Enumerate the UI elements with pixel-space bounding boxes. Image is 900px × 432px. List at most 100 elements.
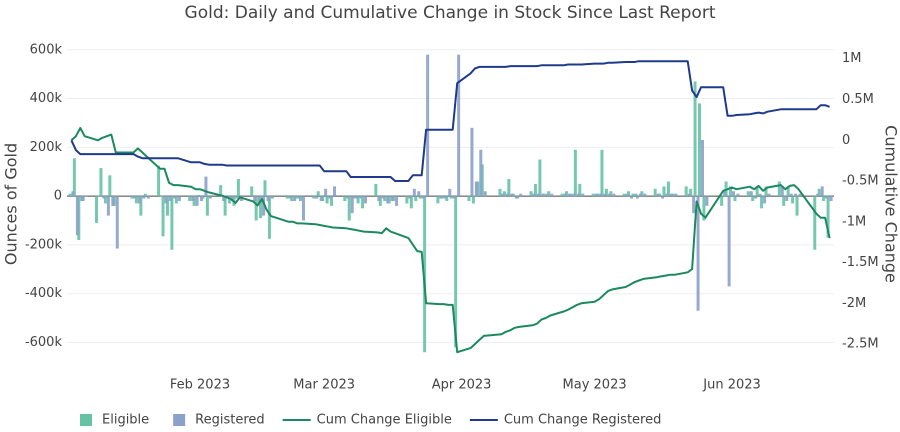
- bar: [222, 196, 226, 201]
- bar: [653, 188, 657, 197]
- bar: [355, 196, 359, 199]
- bar: [723, 191, 727, 197]
- bar: [727, 196, 731, 287]
- bar: [782, 196, 786, 206]
- y2-tick-label: -1M: [842, 214, 866, 229]
- bar: [72, 158, 76, 197]
- bar: [754, 196, 758, 199]
- bar: [612, 193, 616, 197]
- chart-title: Gold: Daily and Cumulative Change in Sto…: [185, 3, 716, 23]
- legend-swatch: [80, 414, 92, 426]
- bar: [301, 196, 305, 221]
- bar: [746, 191, 750, 197]
- bar: [228, 196, 232, 204]
- legend-label: Cum Change Registered: [504, 413, 662, 428]
- bar: [822, 196, 826, 201]
- bar: [95, 196, 99, 223]
- bar: [80, 196, 84, 201]
- bar: [390, 196, 394, 201]
- bar: [191, 196, 195, 201]
- bar: [732, 191, 736, 197]
- bar: [813, 196, 817, 250]
- bar: [662, 186, 666, 197]
- bar: [350, 196, 354, 214]
- bar: [763, 196, 767, 204]
- y-tick-label: -600k: [25, 335, 63, 350]
- y2-tick-label: -1.5M: [842, 255, 879, 270]
- bar: [700, 140, 704, 197]
- bar: [758, 193, 762, 197]
- bar: [452, 196, 456, 199]
- bar: [235, 196, 239, 199]
- bar: [736, 193, 740, 197]
- bar: [581, 193, 585, 197]
- bar: [263, 180, 267, 197]
- bar: [426, 54, 430, 197]
- y-tick-label: 400k: [30, 91, 63, 106]
- bar: [137, 196, 141, 204]
- y2-tick-label: 1M: [842, 51, 862, 66]
- bar: [161, 196, 165, 237]
- bar: [381, 196, 385, 199]
- bar: [666, 181, 670, 197]
- bar: [643, 193, 647, 197]
- bar: [254, 196, 258, 221]
- bar: [591, 193, 595, 197]
- bar: [346, 196, 350, 199]
- bar: [219, 185, 223, 197]
- bar: [177, 196, 181, 201]
- bar: [692, 196, 696, 214]
- bar: [470, 127, 474, 197]
- bar: [816, 193, 820, 197]
- bar: [134, 196, 138, 204]
- bar: [328, 196, 332, 199]
- bar: [729, 186, 733, 197]
- bar: [324, 188, 328, 197]
- bar: [439, 196, 443, 199]
- bar: [250, 186, 254, 197]
- bar: [789, 193, 793, 197]
- bar: [820, 186, 824, 197]
- bar: [795, 196, 799, 216]
- bar: [798, 193, 802, 197]
- bar: [705, 196, 709, 206]
- bar: [106, 196, 110, 216]
- x-tick-label: Apr 2023: [432, 378, 492, 393]
- bar: [449, 196, 453, 199]
- bar: [471, 196, 475, 204]
- bar: [223, 196, 227, 216]
- bar: [377, 196, 381, 201]
- bar: [454, 196, 458, 348]
- bar: [826, 196, 830, 238]
- line: [70, 127, 831, 354]
- bar: [75, 196, 79, 236]
- bar: [696, 196, 700, 311]
- bar: [825, 196, 829, 199]
- bar: [257, 196, 261, 204]
- line: [70, 60, 830, 182]
- bar-series: [71, 54, 833, 311]
- bar: [412, 188, 416, 197]
- bar: [253, 196, 257, 201]
- bar: [418, 196, 422, 199]
- bar: [785, 196, 789, 201]
- bar: [130, 196, 134, 199]
- bar: [142, 196, 146, 199]
- bar: [364, 196, 368, 204]
- y-tick-label: -400k: [25, 286, 63, 301]
- bar: [634, 193, 638, 197]
- bar: [536, 193, 540, 197]
- bar: [777, 181, 781, 197]
- bar: [111, 196, 115, 206]
- bar: [293, 196, 297, 201]
- bar: [160, 196, 164, 197]
- bar: [297, 196, 301, 199]
- y-axis-title: Ounces of Gold: [2, 143, 21, 265]
- bar: [84, 196, 88, 197]
- bar: [315, 196, 319, 199]
- bar: [541, 193, 545, 197]
- bar: [146, 196, 150, 199]
- bar: [576, 193, 580, 197]
- bar: [436, 196, 440, 204]
